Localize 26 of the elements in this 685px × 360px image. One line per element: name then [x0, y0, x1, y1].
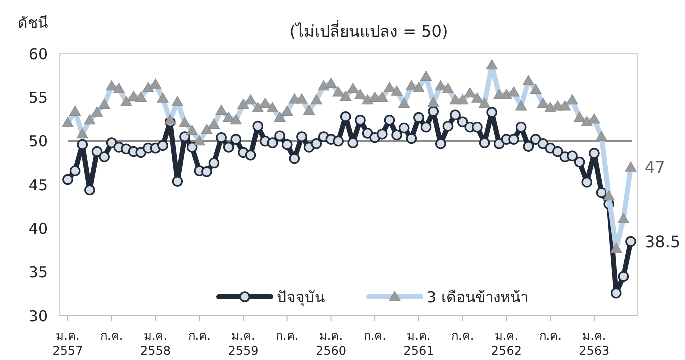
x-tick-label: ก.ค.: [452, 329, 474, 343]
y-tick-label: 50: [28, 132, 48, 151]
x-tick-label: ก.ค.: [539, 329, 562, 343]
y-tick-label: 55: [28, 88, 48, 107]
x-tick-label: ก.ค.: [276, 329, 299, 343]
y-tick-label: 40: [28, 220, 48, 238]
x-tick-label: ม.ค. 2563: [579, 329, 610, 358]
y-axis-title: ดัชนี: [18, 14, 48, 32]
legend-label: 3 เดือนข้างหน้า: [427, 288, 528, 306]
x-tick-label: ม.ค. 2557: [52, 329, 84, 358]
x-tick-label: ม.ค. 2561: [404, 329, 434, 358]
x-tick-label: ม.ค. 2559: [228, 329, 259, 358]
legend-label: ปัจจุบัน: [277, 288, 325, 308]
y-tick-label: 35: [28, 264, 48, 282]
x-tick-label: ก.ค.: [188, 329, 211, 343]
y-tick-label: 30: [28, 307, 48, 326]
x-tick-label: ม.ค. 2562: [491, 329, 522, 358]
x-tick-label: ม.ค. 2558: [140, 329, 172, 358]
data-label: 38.5: [645, 232, 681, 252]
x-tick-label: ก.ค.: [100, 329, 124, 343]
y-tick-label: 45: [28, 176, 48, 194]
chart-title: (ไม่เปลี่ยนแปลง = 50): [290, 20, 448, 41]
y-tick-label: 60: [28, 45, 48, 64]
x-tick-label: ม.ค. 2560: [316, 329, 346, 358]
data-label: 47: [645, 158, 666, 178]
x-tick-label: ก.ค.: [364, 329, 386, 343]
